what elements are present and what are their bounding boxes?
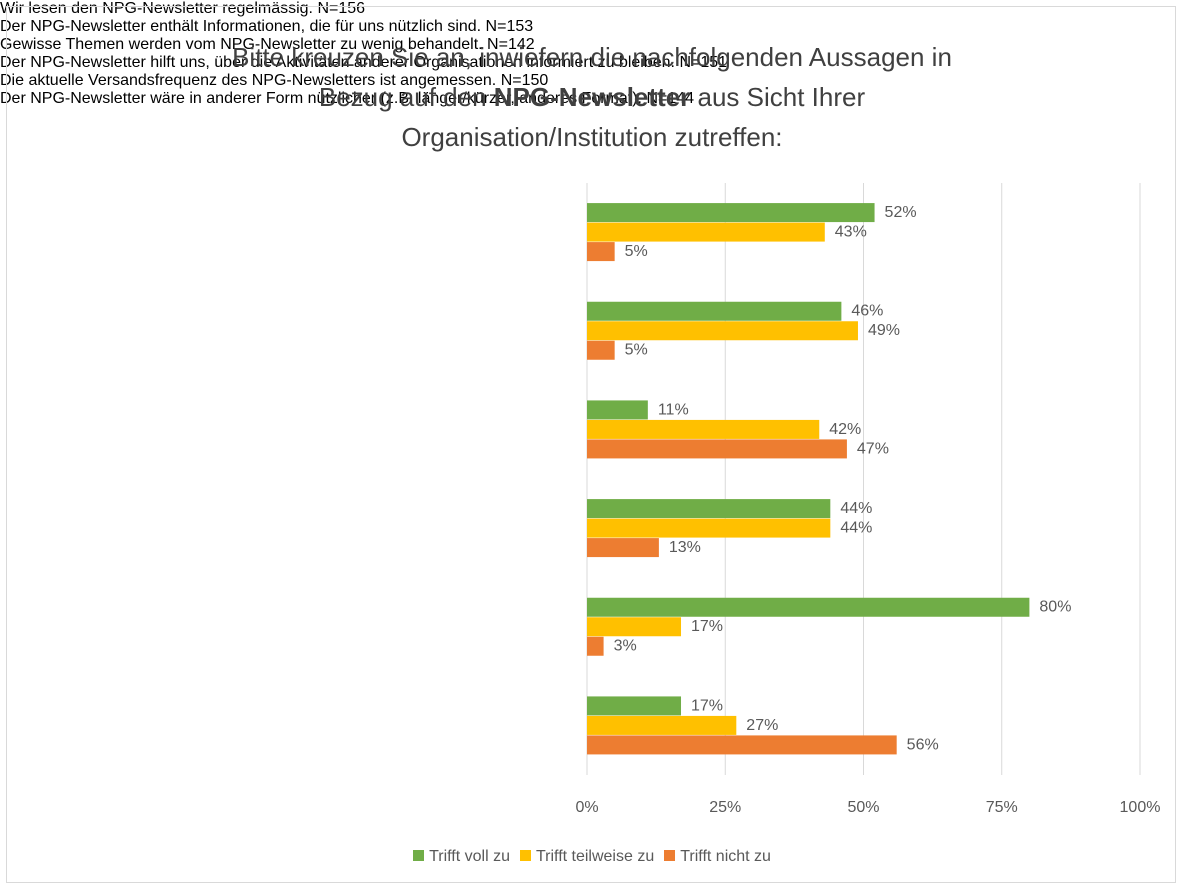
legend-swatch: [519, 850, 531, 861]
data-label: 47%: [857, 440, 889, 457]
legend-label: Trifft teilweise zu: [535, 848, 655, 865]
bar: [587, 301, 842, 321]
category-label: Die aktuelle Versandsfrequenz des NPG-Ne…: [0, 72, 549, 89]
chart-title: Bitte kreuzen Sie an, inwiefern die nach…: [200, 37, 984, 157]
legend-swatch: [413, 850, 425, 861]
data-label: 44%: [840, 520, 872, 537]
data-label: 43%: [835, 224, 867, 241]
data-label: 27%: [746, 717, 778, 734]
legend: Trifft voll zu Trifft teilweise zu Trifft …: [0, 848, 1184, 866]
x-tick-label: 75%: [986, 799, 1018, 816]
legend-label: Trifft nicht zu: [680, 848, 771, 865]
legend-item: Trifft nicht zu: [664, 848, 771, 866]
data-label: 46%: [851, 303, 883, 320]
bar: [587, 597, 1030, 617]
category-label: Der NPG-Newsletter hilft uns, über die A…: [0, 54, 728, 71]
data-label: 17%: [691, 618, 723, 635]
title-part-bold: NPG-Newsletter: [493, 82, 691, 112]
bar: [587, 538, 659, 558]
bar: [587, 617, 682, 637]
bar: [587, 222, 825, 242]
data-label: 80%: [1039, 599, 1071, 616]
legend-swatch: [664, 850, 676, 861]
category-label: Gewisse Themen werden vom NPG-Newsletter…: [0, 36, 535, 53]
legend-item: Trifft voll zu: [413, 848, 510, 866]
data-label: 5%: [625, 342, 648, 359]
data-label: 52%: [885, 204, 917, 221]
data-label: 44%: [840, 500, 872, 517]
title-part: Bitte kreuzen Sie an, inwiefern die nach…: [232, 42, 952, 112]
category-label: Wir lesen den NPG-Newsletter regelmässig…: [0, 0, 366, 17]
data-label: 42%: [829, 421, 861, 438]
bar: [587, 321, 858, 341]
bar: [587, 518, 831, 538]
legend-label: Trifft voll zu: [429, 848, 510, 865]
bar: [587, 715, 737, 735]
x-tick-label: 0%: [575, 799, 598, 816]
legend-item: Trifft teilweise zu: [519, 848, 655, 866]
x-tick-label: 50%: [847, 799, 879, 816]
data-label: 17%: [691, 697, 723, 714]
bar: [587, 636, 604, 656]
data-label: 3%: [614, 638, 637, 655]
bar: [587, 400, 648, 420]
x-tick-label: 100%: [1120, 799, 1161, 816]
category-label: Der NPG-Newsletter enthält Informationen…: [0, 18, 534, 35]
bar: [587, 499, 831, 519]
x-tick-label: 25%: [709, 799, 741, 816]
bar: [587, 242, 615, 262]
bar: [587, 203, 875, 223]
data-label: 13%: [669, 539, 701, 556]
bar: [587, 340, 615, 360]
data-label: 5%: [625, 243, 648, 260]
bar: [587, 696, 682, 716]
title-part: aus Sicht Ihrer Organisation/Institution…: [401, 82, 866, 152]
category-label: Der NPG-Newsletter wäre in anderer Form …: [0, 90, 695, 107]
bar: [587, 735, 897, 755]
bar: [587, 439, 847, 459]
data-label: 49%: [868, 322, 900, 339]
bar: [587, 419, 820, 439]
data-label: 56%: [907, 736, 939, 753]
data-label: 11%: [658, 401, 689, 418]
chart-frame: [6, 6, 1176, 883]
